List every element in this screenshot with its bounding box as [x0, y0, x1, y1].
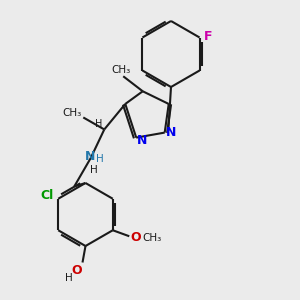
- Text: CH₃: CH₃: [112, 65, 131, 75]
- Text: N: N: [166, 126, 176, 139]
- Text: CH₃: CH₃: [62, 108, 82, 118]
- Text: H: H: [94, 119, 102, 129]
- Text: F: F: [204, 29, 212, 43]
- Text: O: O: [130, 231, 141, 244]
- Text: O: O: [72, 264, 83, 278]
- Text: H: H: [65, 273, 73, 283]
- Text: N: N: [85, 150, 95, 163]
- Text: H: H: [96, 154, 104, 164]
- Text: CH₃: CH₃: [142, 233, 161, 243]
- Text: Cl: Cl: [40, 189, 53, 202]
- Text: H: H: [90, 165, 98, 175]
- Text: N: N: [136, 134, 147, 147]
